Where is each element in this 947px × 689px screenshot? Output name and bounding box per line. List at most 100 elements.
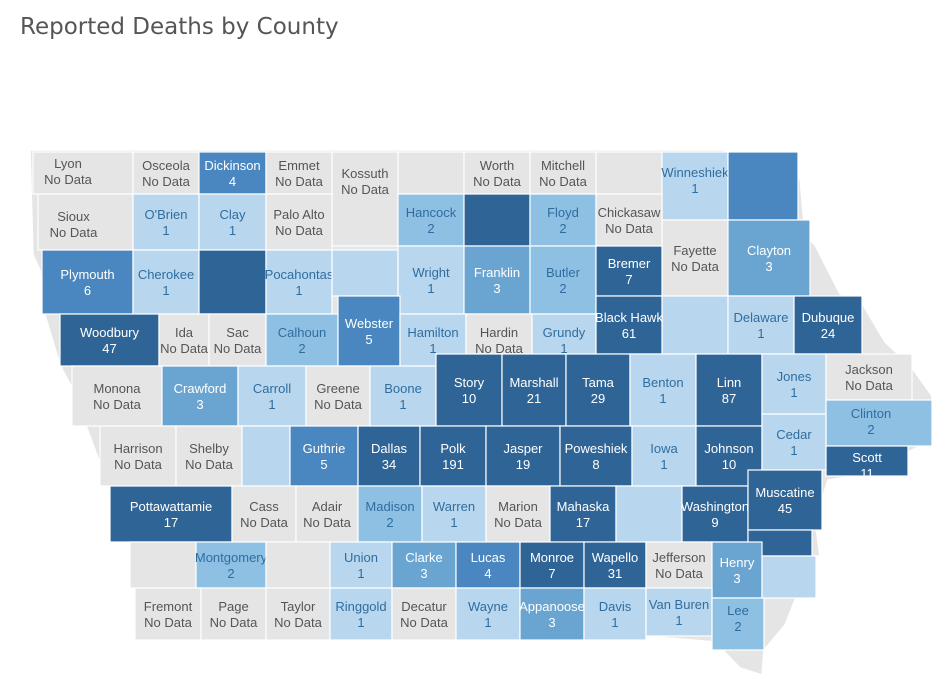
county-shape[interactable] — [397, 151, 465, 195]
county-shape[interactable] — [727, 151, 799, 221]
county-shape[interactable] — [559, 425, 633, 487]
county-shape[interactable] — [455, 541, 521, 589]
county-shape[interactable] — [595, 193, 663, 247]
county-shape[interactable] — [631, 425, 697, 487]
county-shape[interactable] — [595, 295, 663, 355]
county-shape[interactable] — [391, 587, 457, 641]
county-shape[interactable] — [583, 541, 647, 589]
county-shape[interactable] — [761, 555, 817, 599]
county-shape[interactable] — [132, 249, 200, 315]
county-shape[interactable] — [565, 353, 631, 427]
county-shape[interactable] — [661, 295, 729, 355]
county-shape[interactable] — [129, 541, 197, 589]
county-shape[interactable] — [583, 587, 647, 641]
county-shape[interactable] — [825, 445, 909, 477]
county-shape[interactable] — [161, 365, 239, 427]
county-shape[interactable] — [265, 541, 331, 589]
county-shape[interactable] — [265, 313, 339, 367]
county-shape[interactable] — [501, 353, 567, 427]
county-buchanan[interactable] — [661, 295, 729, 355]
county-shape[interactable] — [59, 313, 160, 367]
county-shape[interactable] — [615, 485, 683, 543]
county-shape[interactable] — [485, 425, 561, 487]
county-shape[interactable] — [237, 365, 307, 427]
county-shape[interactable] — [369, 365, 437, 427]
county-shape[interactable] — [419, 425, 487, 487]
county-audubon[interactable] — [241, 425, 291, 487]
county-shape[interactable] — [695, 353, 763, 427]
county-shape[interactable] — [435, 353, 503, 427]
county-shape[interactable] — [175, 425, 243, 487]
county-shape[interactable] — [329, 587, 393, 641]
county-shape[interactable] — [265, 193, 333, 251]
county-shape[interactable] — [761, 353, 827, 415]
county-shape[interactable] — [397, 193, 465, 247]
county-shape[interactable] — [595, 245, 663, 297]
county-shape[interactable] — [158, 313, 210, 367]
county-keokuk[interactable] — [615, 485, 683, 543]
county-shape[interactable] — [198, 249, 267, 315]
county-shape[interactable] — [295, 485, 359, 543]
county-shape[interactable] — [305, 365, 371, 427]
county-shape[interactable] — [231, 485, 297, 543]
county-shape[interactable] — [727, 219, 811, 297]
county-shape[interactable] — [629, 353, 697, 427]
county-shape[interactable] — [485, 485, 551, 543]
county-shape[interactable] — [711, 597, 765, 651]
county-shape[interactable] — [132, 193, 200, 251]
county-shape[interactable] — [793, 295, 863, 355]
county-shape[interactable] — [661, 219, 729, 297]
county-shape[interactable] — [519, 541, 585, 589]
county-shape[interactable] — [329, 541, 393, 589]
county-shape[interactable] — [41, 249, 134, 315]
county-shape[interactable] — [198, 193, 267, 251]
